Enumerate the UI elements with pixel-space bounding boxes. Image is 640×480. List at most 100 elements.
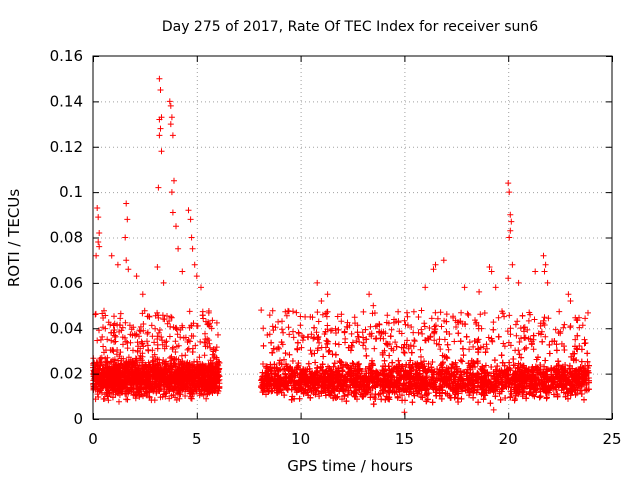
data-point: [167, 374, 174, 381]
data-point: [97, 358, 104, 365]
data-point: [106, 365, 113, 372]
data-point: [170, 385, 177, 392]
data-point: [175, 342, 182, 349]
data-point: [189, 349, 196, 355]
data-point: [120, 385, 127, 392]
data-point: [152, 355, 159, 362]
data-point: [187, 372, 194, 379]
data-point: [129, 378, 136, 385]
data-point: [125, 376, 132, 383]
data-point: [140, 327, 147, 334]
data-point: [116, 371, 123, 378]
data-point: [171, 360, 178, 367]
data-point: [182, 352, 189, 359]
data-point: [216, 365, 223, 372]
data-point: [209, 377, 216, 384]
data-point: [174, 331, 181, 338]
data-point: [111, 313, 117, 320]
data-point: [128, 326, 135, 333]
data-point: [184, 374, 191, 380]
data-point: [123, 338, 130, 345]
data-point: [110, 384, 117, 390]
data-point: [114, 377, 121, 384]
data-point: [184, 339, 191, 345]
data-point: [152, 360, 159, 367]
data-point: [213, 344, 220, 351]
data-point: [137, 328, 144, 335]
data-point: [201, 365, 208, 372]
data-point: [131, 330, 138, 337]
data-points: [90, 75, 592, 416]
data-point: [105, 319, 112, 326]
data-point: [100, 343, 107, 350]
data-point: [159, 393, 166, 400]
data-point: [136, 333, 142, 340]
data-point: [177, 327, 184, 333]
data-point: [142, 361, 149, 368]
data-point: [210, 346, 217, 352]
data-point: [161, 345, 168, 352]
data-point: [197, 338, 204, 345]
data-point: [154, 380, 161, 387]
data-point: [207, 365, 214, 372]
data-point: [134, 339, 141, 346]
data-point: [160, 357, 167, 363]
data-point: [154, 345, 161, 352]
data-point: [214, 374, 221, 381]
data-point: [201, 352, 208, 359]
data-point: [163, 338, 170, 345]
data-point: [209, 317, 216, 324]
data-point: [154, 333, 161, 340]
data-point: [156, 327, 163, 333]
data-point: [150, 371, 157, 378]
chart-title: Day 275 of 2017, Rate Of TEC Index for r…: [162, 19, 538, 35]
data-point: [152, 325, 159, 332]
data-point: [168, 313, 174, 320]
data-point: [130, 380, 137, 386]
data-point: [165, 386, 172, 392]
data-point: [97, 387, 104, 394]
data-point: [158, 334, 165, 340]
data-point: [118, 327, 125, 334]
data-point: [160, 316, 167, 322]
data-point: [198, 373, 205, 380]
data-point: [153, 384, 160, 391]
data-point: [175, 387, 182, 394]
data-point: [144, 330, 151, 337]
data-point: [115, 365, 122, 372]
data-point: [135, 343, 142, 350]
data-point: [93, 374, 100, 381]
data-point: [164, 313, 170, 319]
data-point: [169, 346, 176, 352]
data-point: [186, 308, 193, 315]
data-point: [163, 362, 170, 369]
data-point: [167, 323, 174, 330]
data-point: [97, 375, 103, 382]
data-point: [121, 334, 128, 341]
data-point: [104, 359, 111, 366]
data-point: [203, 395, 210, 402]
data-point: [204, 390, 211, 397]
data-point: [209, 390, 216, 396]
data-point: [173, 371, 180, 378]
data-point: [195, 372, 202, 379]
data-point: [111, 332, 118, 339]
data-point: [112, 333, 119, 340]
data-point: [116, 398, 122, 405]
data-point: [117, 376, 124, 383]
data-point: [173, 355, 180, 362]
data-point: [206, 320, 212, 327]
data-point: [132, 395, 139, 402]
data-point: [170, 378, 177, 385]
data-point: [177, 334, 184, 341]
data-point: [181, 369, 187, 376]
data-point: [110, 322, 117, 329]
data-point: [172, 349, 179, 355]
data-point: [144, 389, 151, 396]
data-point: [180, 334, 187, 341]
data-point: [164, 320, 171, 327]
data-point: [100, 373, 107, 380]
data-point: [108, 358, 115, 365]
data-point: [177, 368, 184, 374]
data-point: [178, 352, 185, 359]
